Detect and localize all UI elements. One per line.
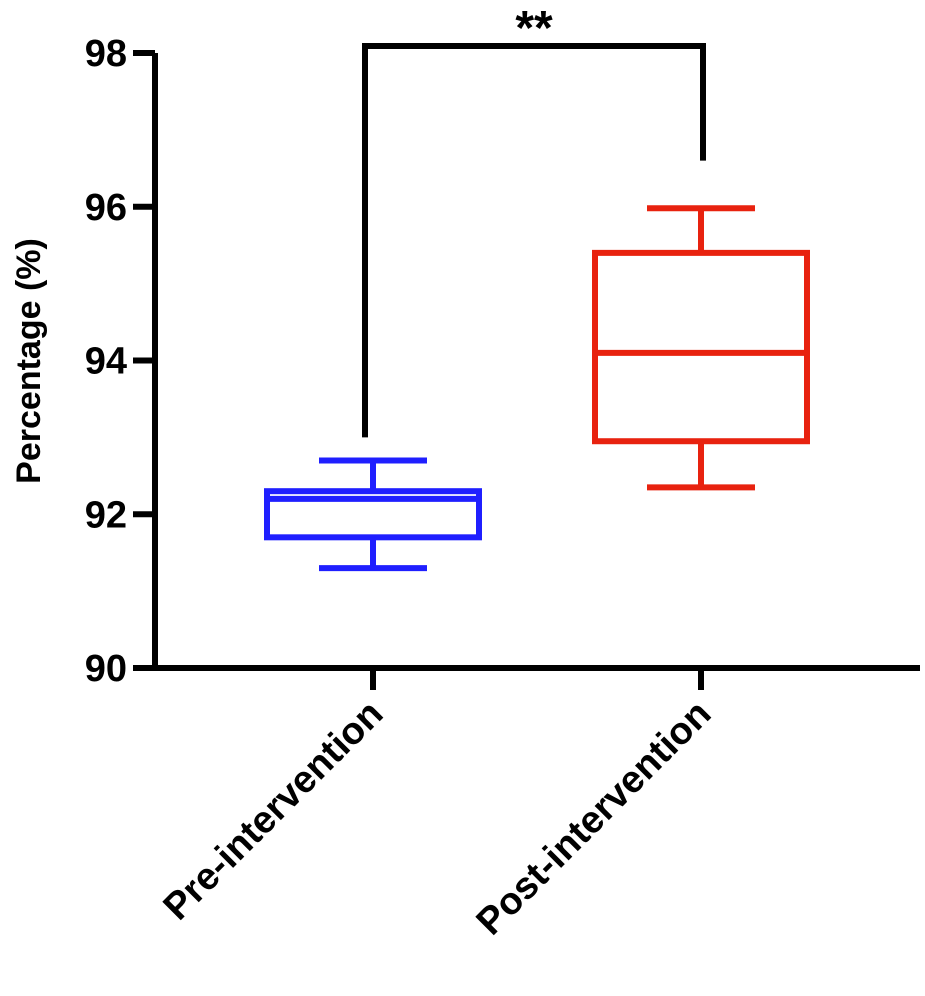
x-category-label: Pre-intervention xyxy=(156,693,392,929)
iqr-box xyxy=(592,249,810,445)
y-tick-label: 94 xyxy=(85,341,127,383)
y-tick-label: 92 xyxy=(85,494,127,536)
box-pre-intervention xyxy=(264,457,482,572)
x-category-label: Post-intervention xyxy=(469,693,720,944)
boxes xyxy=(264,205,810,572)
y-tick-label: 98 xyxy=(85,33,127,75)
y-axis-label: Percentage (%) xyxy=(10,238,48,484)
significance-label: ** xyxy=(515,2,553,55)
significance-bracket xyxy=(362,43,706,438)
x-category-labels: Pre-intervention Post-intervention xyxy=(156,693,720,944)
box-post-intervention xyxy=(592,205,810,491)
annotations: ** xyxy=(362,2,706,438)
y-tick-label: 90 xyxy=(85,648,127,690)
y-tick-label: 96 xyxy=(85,187,127,229)
y-ticks: 90 92 94 96 98 xyxy=(85,33,155,690)
